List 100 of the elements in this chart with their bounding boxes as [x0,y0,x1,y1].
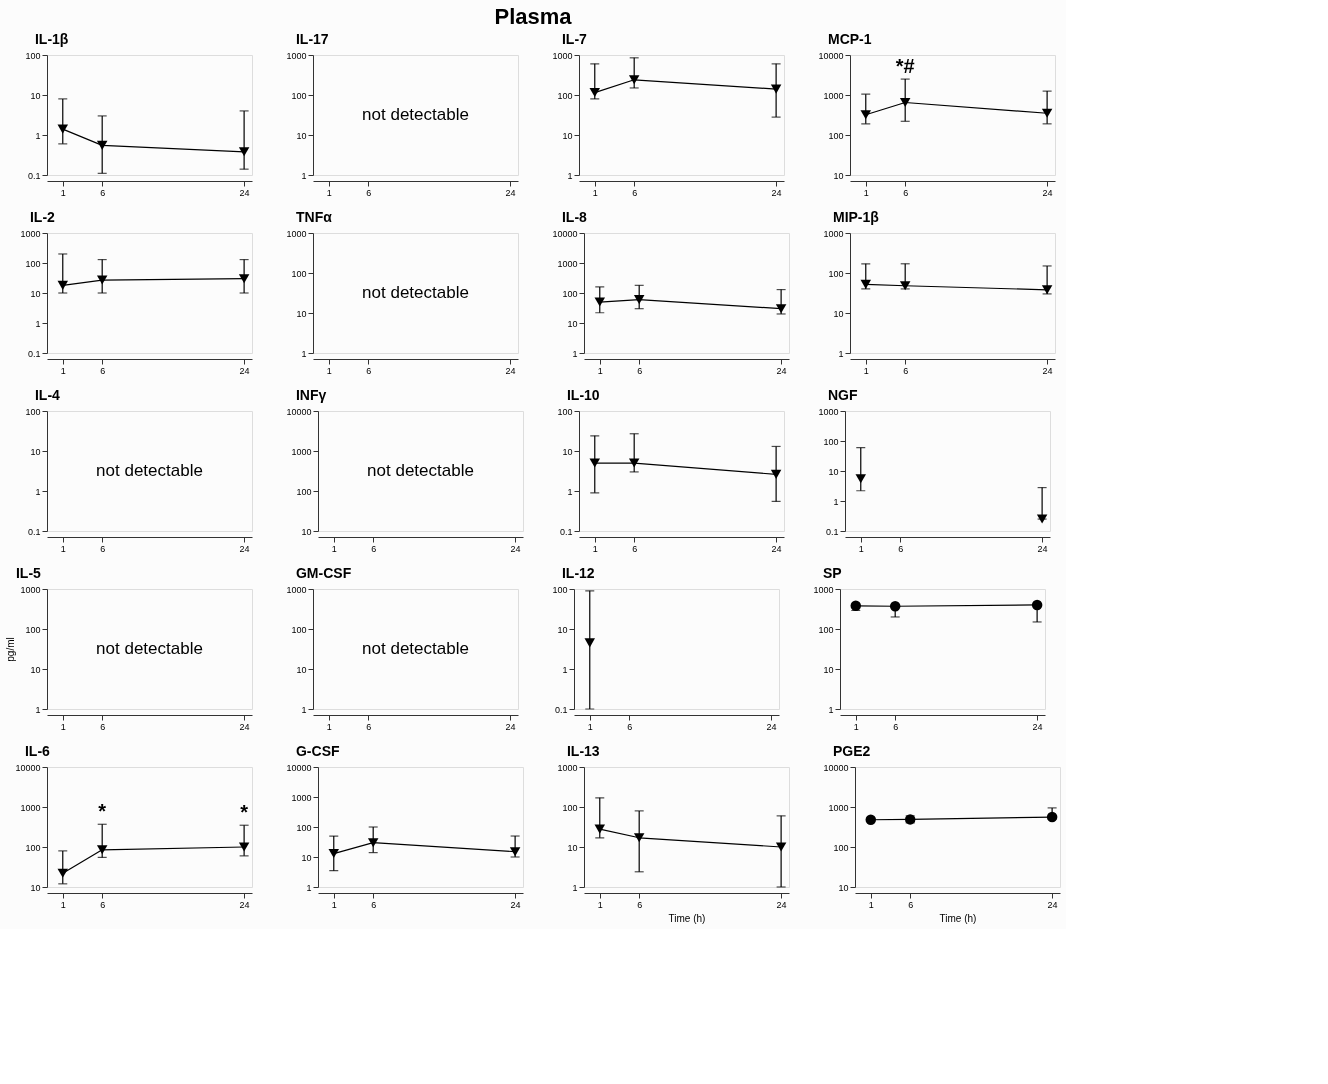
y-tick-label: 10 [562,446,573,457]
y-tick-label: 1 [572,882,578,893]
y-tick-label: 1000 [823,228,844,239]
y-tick-label: 1 [301,170,307,181]
y-tick-label: 10 [828,466,839,477]
y-tick-label: 10 [301,852,312,863]
y-tick-label: 1000 [828,802,849,813]
x-tick-label: 1 [863,365,869,376]
chart-title: IL-4 [34,387,61,403]
y-tick-label: 100 [296,486,312,497]
chart-title: NGF [827,387,858,403]
annotation: not detectable [362,283,469,302]
y-tick-label: 1 [35,318,41,329]
x-tick-label: 1 [326,187,332,198]
y-tick-label: 10 [296,308,307,319]
y-tick-label: 1000 [552,50,573,61]
x-tick-label: 24 [239,543,250,554]
y-tick-label: 10 [838,882,849,893]
y-tick-label: 100 [291,268,307,279]
y-tick-label: 1000 [291,446,312,457]
chart-title: MIP-1β [832,209,880,225]
y-tick-label: 10000 [15,762,41,773]
x-tick-label: 24 [1032,721,1043,732]
chart-title: IL-7 [561,31,588,47]
chart-title: IL-1β [34,31,69,47]
x-tick-label: 24 [1042,187,1053,198]
y-tick-label: 1 [35,130,41,141]
y-tick-label: 1000 [20,228,41,239]
x-tick-label: 1 [60,543,66,554]
x-tick-label: 1 [853,721,859,732]
y-tick-label: 0.1 [27,526,41,537]
y-axis-title: pg/ml [5,637,17,662]
y-tick-label: 10 [301,526,312,537]
x-tick-label: 6 [632,543,638,554]
y-tick-label: 10 [30,882,41,893]
x-tick-label: 6 [100,543,106,554]
y-tick-label: 1 [828,704,834,715]
x-tick-label: 24 [505,365,516,376]
y-tick-label: 100 [25,406,41,417]
chart-title: PGE2 [832,743,871,759]
x-tick-label: 24 [771,543,782,554]
y-tick-label: 1000 [818,406,839,417]
y-tick-label: 10000 [823,762,849,773]
x-axis-title: Time (h) [668,912,706,924]
x-tick-label: 24 [505,187,516,198]
x-tick-label: 1 [868,899,874,910]
x-tick-label: 24 [510,899,521,910]
x-tick-label: 6 [366,187,372,198]
x-tick-label: 6 [366,365,372,376]
chart-title: MCP-1 [827,31,872,47]
x-tick-label: 24 [766,721,777,732]
chart-title: IL-10 [566,387,600,403]
x-tick-label: 24 [771,187,782,198]
y-tick-label: 1000 [291,792,312,803]
y-tick-label: 100 [823,436,839,447]
x-tick-label: 24 [239,899,250,910]
x-tick-label: 1 [592,187,598,198]
annotation: * [98,800,107,823]
y-tick-label: 1 [567,170,573,181]
annotation: not detectable [362,105,469,124]
y-tick-label: 1 [562,664,568,675]
x-tick-label: 24 [1042,365,1053,376]
y-tick-label: 1 [306,882,312,893]
y-tick-label: 0.1 [554,704,568,715]
y-tick-label: 1 [833,496,839,507]
y-tick-label: 10 [30,446,41,457]
x-tick-label: 24 [239,187,250,198]
x-tick-label: 1 [60,365,66,376]
y-tick-label: 10 [567,318,578,329]
y-tick-label: 1 [35,704,41,715]
x-tick-label: 1 [331,543,337,554]
chart-title: G-CSF [295,743,340,759]
y-tick-label: 1 [35,486,41,497]
y-tick-label: 100 [296,822,312,833]
x-tick-label: 1 [331,899,337,910]
y-tick-label: 10 [833,170,844,181]
x-tick-label: 1 [326,721,332,732]
annotation: not detectable [96,639,203,658]
x-tick-label: 6 [903,187,909,198]
y-tick-label: 100 [25,842,41,853]
chart-title: IL-17 [295,31,329,47]
y-tick-label: 1000 [20,802,41,813]
x-tick-label: 1 [60,187,66,198]
x-tick-label: 6 [371,543,377,554]
y-tick-label: 10 [823,664,834,675]
x-tick-label: 6 [903,365,909,376]
y-tick-label: 10 [30,288,41,299]
x-tick-label: 6 [632,187,638,198]
y-tick-label: 100 [562,802,578,813]
y-tick-label: 100 [291,624,307,635]
y-tick-label: 0.1 [27,348,41,359]
y-tick-label: 100 [818,624,834,635]
chart-title: SP [822,565,842,581]
x-tick-label: 6 [637,899,643,910]
y-tick-label: 1000 [286,228,307,239]
x-tick-label: 6 [637,365,643,376]
x-tick-label: 6 [371,899,377,910]
chart-title: IL-8 [561,209,588,225]
x-tick-label: 1 [592,543,598,554]
y-tick-label: 100 [557,406,573,417]
